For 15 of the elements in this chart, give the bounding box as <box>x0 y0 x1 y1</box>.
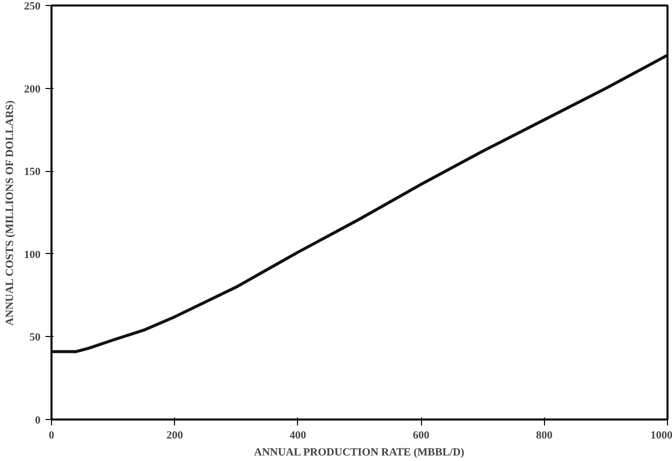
x-tick-label: 800 <box>536 430 554 442</box>
x-tick-label: 600 <box>412 430 430 442</box>
x-axis-title: ANNUAL PRODUCTION RATE (MBBL/D) <box>254 446 465 458</box>
x-tick-label: 200 <box>166 430 184 442</box>
x-tick-label: 1000 <box>650 430 672 442</box>
y-tick-label: 250 <box>24 0 41 12</box>
line-series <box>52 54 668 354</box>
y-tick-label: 150 <box>24 166 41 178</box>
y-axis-title: ANNUAL COSTS (MILLIONS OF DOLLARS) <box>4 100 16 326</box>
x-tick-label: 400 <box>290 430 307 442</box>
y-tick-label: 0 <box>35 414 41 426</box>
x-tick-label: 0 <box>48 430 55 442</box>
y-tick-label: 200 <box>24 83 41 96</box>
y-tick-label: 50 <box>30 332 41 344</box>
y-tick-label: 100 <box>24 248 41 261</box>
